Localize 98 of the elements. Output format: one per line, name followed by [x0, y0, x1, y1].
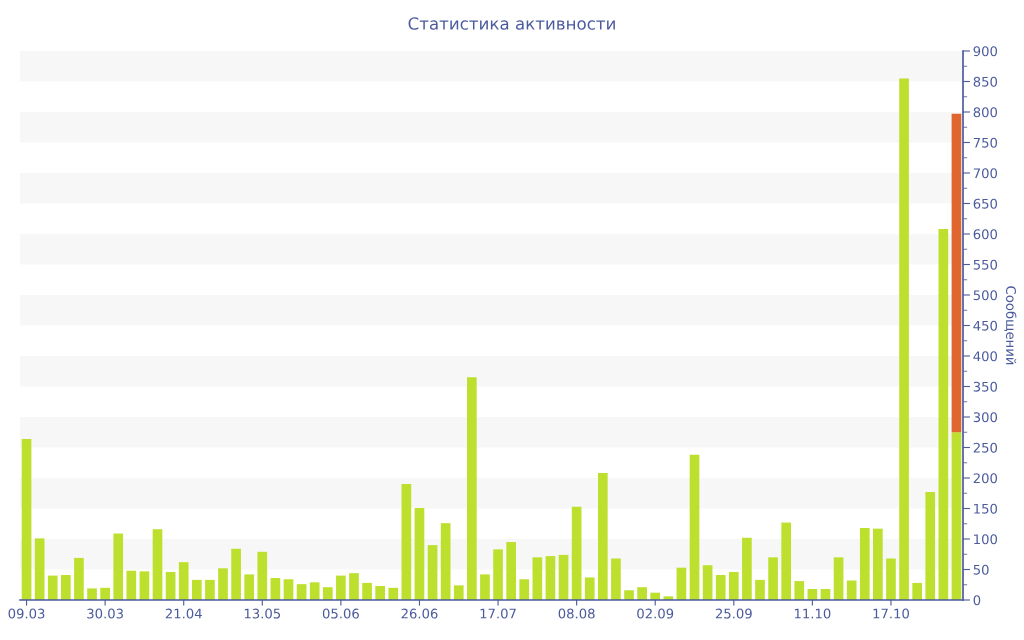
bar [873, 528, 883, 600]
x-tick-label: 25.09 [715, 608, 752, 619]
bar [283, 579, 294, 600]
y-tick-label: 0 [973, 595, 981, 606]
bar [768, 557, 778, 600]
bar [846, 580, 857, 600]
bar [899, 78, 909, 600]
bar [60, 574, 71, 600]
bar [47, 575, 58, 600]
bar [611, 558, 621, 600]
y-tick-label: 100 [974, 534, 998, 545]
bar [506, 542, 516, 600]
y-tick-label: 450 [973, 320, 998, 331]
bar [755, 579, 765, 600]
bar [951, 113, 962, 433]
bar [938, 229, 949, 600]
x-tick-label: 13.05 [244, 608, 281, 619]
y-tick-label: 300 [973, 412, 998, 423]
x-tick-label: 02.09 [637, 608, 674, 619]
bar [702, 565, 713, 600]
bar [859, 528, 870, 600]
x-tick-label: 09.03 [8, 608, 45, 619]
bar [126, 570, 137, 600]
y-tick-label: 50 [973, 564, 989, 575]
bar [951, 432, 962, 600]
bar [100, 587, 110, 600]
bar [414, 507, 425, 600]
bar [34, 538, 45, 600]
y-tick-label: 550 [973, 259, 998, 270]
y-tick-label: 900 [973, 46, 998, 57]
bar [178, 562, 189, 600]
bar [794, 581, 805, 600]
y-tick-label: 750 [973, 137, 998, 148]
y-tick-label: 350 [973, 381, 998, 392]
bar [244, 574, 255, 600]
bar [257, 551, 268, 600]
bar [742, 537, 752, 600]
bar [480, 574, 490, 600]
bar [427, 545, 438, 600]
bar [453, 585, 464, 600]
chart-title: Статистика активности [408, 17, 615, 30]
bar [689, 454, 700, 600]
bar [191, 579, 202, 600]
bar [139, 571, 150, 600]
bar [440, 523, 451, 600]
bar [309, 582, 320, 600]
y-tick-label: 250 [973, 442, 998, 453]
bar [336, 575, 346, 600]
y-tick-label: 700 [973, 168, 998, 179]
bar [584, 577, 595, 600]
bar [624, 590, 634, 600]
y-tick-label: 150 [974, 503, 998, 514]
bar [205, 579, 215, 600]
bar [493, 549, 503, 600]
bar [218, 568, 228, 600]
bar [87, 588, 97, 600]
bar [781, 522, 792, 600]
bar [74, 557, 84, 600]
bar [388, 587, 399, 600]
bar [597, 473, 608, 600]
bar [322, 587, 333, 600]
bar [519, 579, 530, 600]
bar [558, 554, 569, 600]
x-tick-label: 26.06 [401, 608, 438, 619]
bar [152, 529, 163, 600]
y-tick-label: 500 [973, 290, 998, 301]
bar [467, 377, 477, 600]
y-tick-label: 200 [973, 473, 998, 484]
y-tick-label: 850 [973, 76, 998, 87]
x-tick-label: 30.03 [87, 608, 123, 619]
y-tick-label: 400 [973, 351, 998, 362]
x-tick-label: 08.08 [558, 608, 595, 619]
bar [349, 573, 359, 600]
bar [912, 582, 923, 600]
y-tick-label: 650 [973, 198, 998, 209]
y-tick-label: 800 [973, 107, 998, 118]
bar [545, 556, 556, 600]
bar [362, 582, 372, 600]
x-tick-label: 17.10 [873, 608, 909, 619]
bar [637, 587, 647, 600]
x-tick-label: 11.10 [794, 608, 831, 619]
bar [375, 585, 386, 600]
x-tick-label: 17.07 [480, 608, 516, 619]
bar [401, 484, 412, 600]
bar [728, 571, 739, 600]
bar [886, 558, 896, 600]
x-tick-label: 21.04 [165, 608, 202, 619]
bar [925, 492, 936, 600]
bar [833, 557, 844, 600]
bar [715, 574, 726, 600]
y-axis-title: Сообщений [1004, 286, 1017, 365]
bar [571, 506, 582, 600]
x-tick-label: 05.06 [322, 608, 359, 619]
bar [231, 548, 241, 600]
bar [113, 533, 124, 600]
y-tick-label: 600 [973, 229, 998, 240]
bar [21, 438, 32, 600]
bar [532, 557, 543, 600]
